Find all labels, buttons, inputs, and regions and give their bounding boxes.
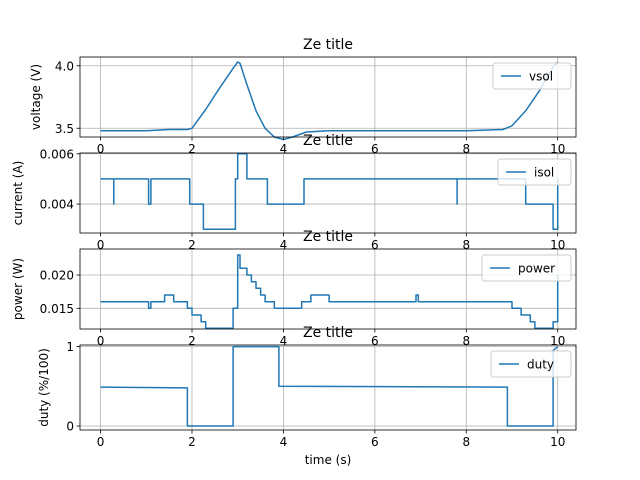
x-tick-label: 2 — [188, 142, 196, 156]
legend-box — [481, 254, 572, 282]
y-axis-label: duty (%/100) — [37, 348, 51, 427]
x-tick-label: 6 — [371, 142, 379, 156]
series-line-duty — [100, 345, 559, 427]
subplot-2: 0 2 4 6 8 10 0.004 0.006 current (A) Ze title isol — [11, 133, 577, 252]
x-tick-label: 4 — [280, 334, 288, 348]
series-line-isol — [100, 153, 559, 230]
x-tick-label: 10 — [550, 334, 565, 348]
y-tick-label: 1 — [66, 340, 74, 354]
y-tick-label: 0.006 — [40, 147, 74, 161]
series-line-vsol — [100, 61, 559, 141]
axes-frame — [79, 344, 577, 431]
plot-area — [80, 153, 576, 233]
x-tick-label: 10 — [550, 435, 565, 449]
x-tick-label: 2 — [188, 334, 196, 348]
legend-label-power: power — [518, 262, 555, 276]
y-tick-label: 0 — [66, 420, 74, 434]
legend-box — [490, 350, 572, 378]
x-tick-label: 0 — [97, 334, 105, 348]
x-tick-label: 4 — [280, 142, 288, 156]
x-tick-label: 0 — [97, 238, 105, 252]
x-tick-label: 0 — [97, 435, 105, 449]
legend-box — [492, 62, 572, 90]
axes-frame — [79, 248, 577, 330]
y-tick-label: 0.004 — [40, 198, 74, 212]
y-tick-label: 0.020 — [40, 269, 74, 283]
y-axis-label: voltage (V) — [29, 64, 43, 130]
legend: power — [481, 254, 572, 282]
x-tick-label: 6 — [371, 435, 379, 449]
x-tick-label: 4 — [280, 435, 288, 449]
subplot-title: Ze title — [303, 229, 353, 245]
subplot-title: Ze title — [303, 37, 353, 53]
x-tick-label: 8 — [462, 238, 470, 252]
x-tick-label: 8 — [462, 142, 470, 156]
legend-label-isol: isol — [534, 166, 554, 180]
subplot-title: Ze title — [303, 133, 353, 149]
legend: duty — [490, 350, 572, 378]
x-tick-label: 6 — [371, 238, 379, 252]
x-tick-label: 2 — [188, 435, 196, 449]
subplot-1: 0 2 4 6 8 10 3.5 4.0 voltage (V) Ze title vsol — [29, 37, 577, 156]
y-axis-label: current (A) — [11, 161, 25, 226]
x-tick-label: 4 — [280, 238, 288, 252]
x-tick-label: 2 — [188, 238, 196, 252]
axes-frame — [79, 56, 577, 138]
x-tick-label: 8 — [462, 334, 470, 348]
legend: isol — [497, 158, 572, 186]
y-tick-label: 3.5 — [55, 122, 74, 136]
subplot-3: 0 2 4 6 8 10 0.015 0.020 power (W) Ze title power — [11, 229, 577, 348]
y-tick-label: 4.0 — [55, 59, 74, 73]
legend-label-duty: duty — [527, 358, 554, 372]
x-tick-label: 6 — [371, 334, 379, 348]
y-tick-label: 0.015 — [40, 302, 74, 316]
x-tick-label: 10 — [550, 238, 565, 252]
x-tick-label: 10 — [550, 142, 565, 156]
legend-label-vsol: vsol — [529, 70, 553, 84]
x-tick-label: 0 — [97, 142, 105, 156]
x-tick-label: 8 — [462, 435, 470, 449]
legend: vsol — [492, 62, 572, 90]
subplot-title: Ze title — [303, 325, 353, 341]
legend-box — [497, 158, 572, 186]
x-axis-label: time (s) — [305, 453, 352, 467]
series-line-power — [100, 254, 559, 330]
y-axis-label: power (W) — [11, 258, 25, 320]
subplot-4: 0 2 4 6 8 10 0 1 duty (%/100) time (s) Ze title dut… — [37, 325, 577, 467]
axes-frame — [79, 152, 577, 234]
